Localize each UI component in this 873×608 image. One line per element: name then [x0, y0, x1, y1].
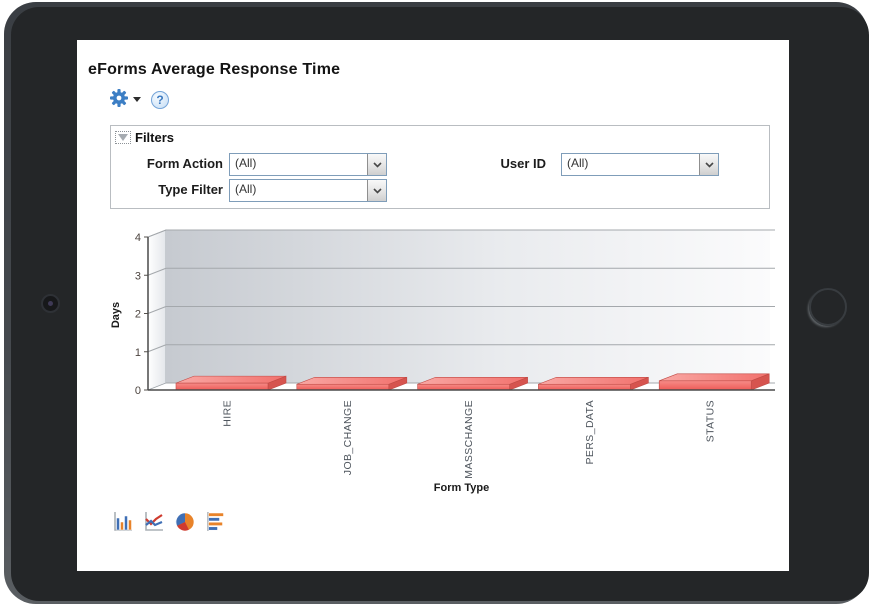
chart-bar[interactable]: [417, 376, 528, 391]
x-tick-label: STATUS: [705, 400, 717, 442]
chevron-down-icon: [699, 154, 718, 175]
chart-bar[interactable]: [175, 375, 287, 391]
home-button[interactable]: [809, 288, 847, 326]
type-filter-select[interactable]: (All): [229, 179, 387, 202]
form-action-select[interactable]: (All): [229, 153, 387, 176]
gear-icon: [109, 88, 129, 111]
help-button[interactable]: ?: [151, 90, 169, 109]
filters-title: Filters: [135, 130, 175, 145]
y-tick-label: 4: [135, 232, 141, 244]
chevron-down-icon: [367, 154, 386, 175]
chart-type-switcher: [111, 510, 228, 534]
x-tick-label: HIRE: [221, 400, 233, 427]
camera-icon: [41, 294, 60, 313]
chevron-down-icon: [367, 180, 386, 201]
gridline: [147, 267, 167, 276]
toolbar: ?: [109, 88, 169, 111]
type-filter-label: Type Filter: [158, 182, 223, 197]
settings-button[interactable]: [109, 88, 145, 111]
gridline: [147, 229, 167, 238]
triangle-down-icon: [118, 134, 128, 141]
horizontal-bar-chart-icon[interactable]: [204, 510, 228, 534]
gridline: [147, 344, 167, 353]
user-id-select[interactable]: (All): [561, 153, 719, 176]
response-time-chart: 0 1 2 3 4 HIRE JOB_CHANGE MASSCHANGE PERS_DATA ST…: [110, 229, 775, 494]
x-tick-label: JOB_CHANGE: [342, 400, 354, 475]
y-tick-label: 2: [135, 309, 141, 321]
pie-chart-icon[interactable]: [173, 510, 197, 534]
y-axis-label: Days: [110, 302, 122, 328]
x-tick-label: MASSCHANGE: [463, 400, 475, 479]
line-chart-icon[interactable]: [142, 510, 166, 534]
chart-bar[interactable]: [296, 376, 408, 391]
question-mark-icon: ?: [156, 92, 164, 107]
camera-lens: [48, 301, 53, 306]
gridline: [147, 306, 167, 314]
page-title: eForms Average Response Time: [88, 61, 341, 78]
y-tick-label: 0: [135, 385, 141, 397]
user-id-value: (All): [567, 156, 589, 170]
chart-bar[interactable]: [538, 376, 649, 391]
y-tick-label: 1: [135, 347, 141, 359]
x-axis-label: Form Type: [434, 482, 489, 494]
filters-collapse-button[interactable]: [115, 131, 131, 144]
type-filter-value: (All): [235, 182, 257, 196]
form-action-label: Form Action: [146, 156, 223, 171]
column-chart-icon[interactable]: [111, 510, 135, 534]
chevron-down-icon: [133, 97, 141, 102]
chart-bar[interactable]: [658, 373, 770, 391]
y-tick-label: 3: [135, 270, 141, 282]
filters-panel: Filters Form Action (All) Type Filter (A…: [110, 125, 770, 209]
screen: eForms Average Response Time ?: [77, 40, 789, 571]
x-tick-label: PERS_DATA: [584, 400, 596, 464]
form-action-value: (All): [235, 156, 257, 170]
user-id-label: User ID: [500, 156, 546, 171]
